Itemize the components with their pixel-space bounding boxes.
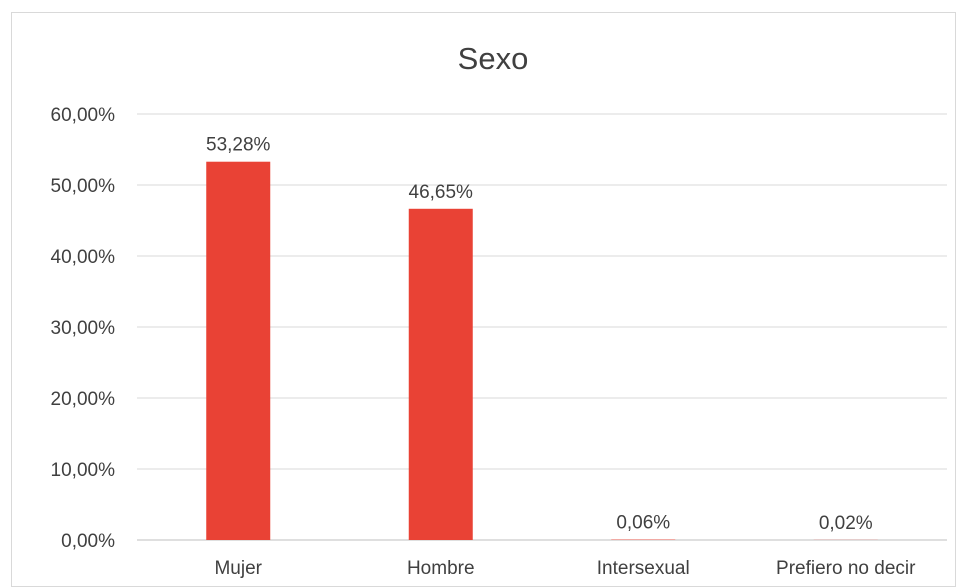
y-tick-label: 0,00% xyxy=(61,531,115,552)
y-tick-label: 30,00% xyxy=(51,318,116,339)
data-labels: 53,28% 46,65% 0,06% 0,02% xyxy=(206,135,873,534)
y-tick-label: 60,00% xyxy=(51,105,116,126)
gridlines xyxy=(137,113,947,470)
y-axis-tick-labels: 0,00% 10,00% 20,00% 30,00% 40,00% 50,00% 60,00… xyxy=(51,105,116,552)
bar xyxy=(408,208,473,540)
y-tick-label: 10,00% xyxy=(51,460,116,481)
data-label: 46,65% xyxy=(409,182,474,203)
data-label: 0,06% xyxy=(616,513,670,534)
bar xyxy=(206,161,271,540)
bars xyxy=(206,161,878,540)
x-category-label: Prefiero no decir xyxy=(776,558,916,579)
x-category-label: Hombre xyxy=(407,558,475,579)
x-axis-category-labels: Mujer Hombre Intersexual Prefiero no decir xyxy=(214,558,916,579)
chart-frame xyxy=(11,12,956,587)
data-label: 0,02% xyxy=(819,513,873,534)
x-category-label: Intersexual xyxy=(597,558,690,579)
y-tick-label: 50,00% xyxy=(51,176,116,197)
y-tick-label: 20,00% xyxy=(51,389,116,410)
chart-title: Sexo xyxy=(458,41,529,76)
y-tick-label: 40,00% xyxy=(51,247,116,268)
x-category-label: Mujer xyxy=(214,558,262,579)
data-label: 53,28% xyxy=(206,135,271,156)
